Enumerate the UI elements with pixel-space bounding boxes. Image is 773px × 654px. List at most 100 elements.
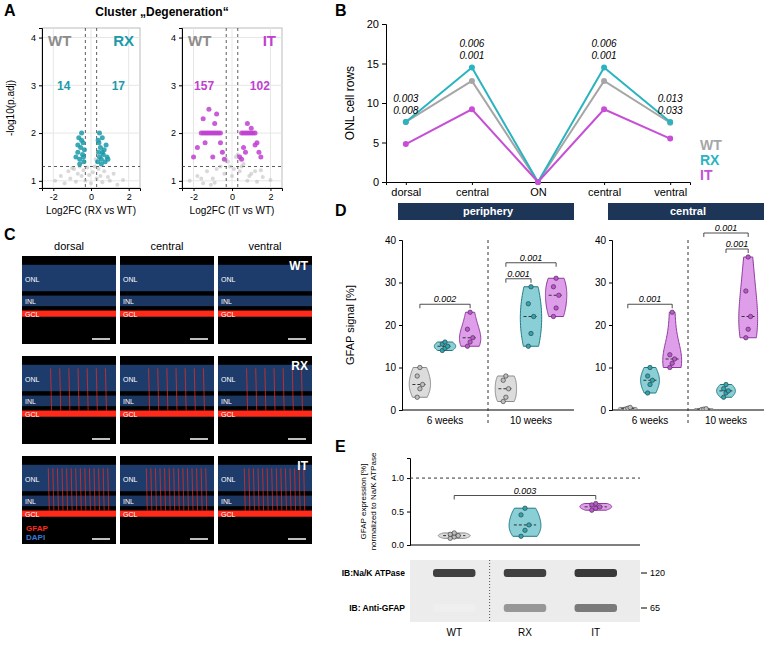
image-streak: [174, 468, 175, 510]
volcano-plot: 1234-202WTIT157102Log2FC (IT vs WT): [171, 28, 283, 216]
point: [96, 138, 101, 143]
data-point: [519, 513, 523, 517]
data-point: [748, 314, 752, 318]
tick-mark: [399, 325, 402, 326]
tick: 40: [595, 235, 612, 246]
tick-mark: [382, 143, 386, 144]
threshold-line: [42, 166, 140, 167]
point: [106, 175, 110, 179]
panel-label: B: [335, 2, 347, 19]
tick-label: 20: [367, 18, 379, 30]
point: [75, 150, 80, 155]
data-point: [645, 391, 649, 395]
point: [222, 172, 226, 176]
layer-label: GCL: [25, 411, 40, 418]
layer-label: INL: [123, 498, 134, 505]
data-point: [501, 399, 505, 403]
tick-mark: [382, 24, 386, 25]
tick-mark: [670, 182, 671, 185]
tick: 0.0: [391, 540, 410, 550]
layer-label: GCL: [123, 411, 138, 418]
point: [75, 143, 80, 148]
blot-band: [504, 569, 546, 577]
blot-band: [433, 604, 475, 612]
data-point: [744, 289, 748, 293]
tick-label: dorsal: [391, 186, 421, 198]
layer-label: INL: [221, 498, 232, 505]
series-line: [406, 81, 670, 182]
point: [102, 169, 106, 173]
point: [81, 168, 85, 172]
point: [68, 176, 72, 180]
point: [249, 126, 254, 131]
image-layer: [218, 311, 312, 317]
tick-label: 40: [385, 235, 397, 246]
image-streak: [292, 368, 293, 410]
tick-label: 30: [595, 277, 607, 288]
point: [112, 172, 116, 176]
micrograph: ONLINLGCLGFAPDAPI: [22, 456, 116, 544]
group-label: 10 weeks: [705, 415, 747, 426]
image-streak: [165, 468, 166, 510]
grid-line: [42, 133, 140, 134]
image-background: [22, 256, 116, 344]
point: [239, 157, 244, 162]
point: [218, 131, 223, 136]
violin: [509, 508, 541, 536]
layer-label: ONL: [221, 376, 236, 383]
tick-label: 30: [385, 277, 397, 288]
tick: 2: [171, 128, 182, 138]
layer-label: ONL: [221, 276, 236, 283]
tick-label: 40: [595, 235, 607, 246]
point: [247, 174, 251, 178]
median-line: [549, 295, 564, 296]
layer-label: ONL: [123, 276, 138, 283]
tick-label: 10: [385, 362, 397, 373]
data-point: [418, 387, 422, 391]
tick-mark: [382, 64, 386, 65]
panel-a: ACluster „Degeneration“-log10(p.adj)1234…: [4, 2, 283, 216]
tick: 2: [31, 128, 42, 138]
image-streak: [94, 468, 95, 510]
axis-line: [407, 459, 411, 546]
tick: dorsal: [391, 182, 421, 198]
point: [218, 140, 223, 145]
image-streak: [103, 468, 104, 510]
median-line: [524, 316, 539, 317]
point: [220, 150, 225, 155]
tick: 3: [31, 81, 42, 91]
plot-frame: [182, 28, 282, 188]
point: [253, 131, 258, 136]
channel-label: GFAP: [26, 524, 48, 533]
tick: 0: [373, 176, 386, 188]
layer-label: ONL: [221, 476, 236, 483]
point: [210, 154, 215, 159]
group-separator: [688, 240, 689, 426]
blot-label: IB:Na/K ATPase: [342, 568, 406, 578]
layer-label: ONL: [25, 476, 40, 483]
image-streak: [295, 468, 296, 510]
violin: [641, 368, 660, 394]
violin: [663, 312, 682, 367]
grid-line: [232, 28, 233, 188]
group-label: 6 weeks: [427, 415, 464, 426]
violin: [495, 376, 516, 402]
y-axis-title: ONL cell rows: [343, 66, 357, 140]
point: [253, 143, 258, 148]
tick: 1.0: [391, 473, 410, 483]
blot-band: [504, 604, 546, 612]
point: [91, 170, 95, 174]
point: [81, 154, 86, 159]
grid-line: [128, 28, 129, 188]
p-value: 0.008: [393, 105, 418, 116]
tick: 20: [595, 320, 612, 331]
micrograph: ONLINLGCLRX: [218, 356, 312, 444]
tick-label: ventral: [654, 186, 687, 198]
tick-mark: [472, 182, 473, 185]
point: [108, 179, 112, 183]
point: [201, 116, 206, 121]
point: [245, 179, 249, 183]
image-streak: [158, 368, 159, 410]
blot-background: [410, 560, 640, 622]
image-streak: [167, 368, 168, 410]
